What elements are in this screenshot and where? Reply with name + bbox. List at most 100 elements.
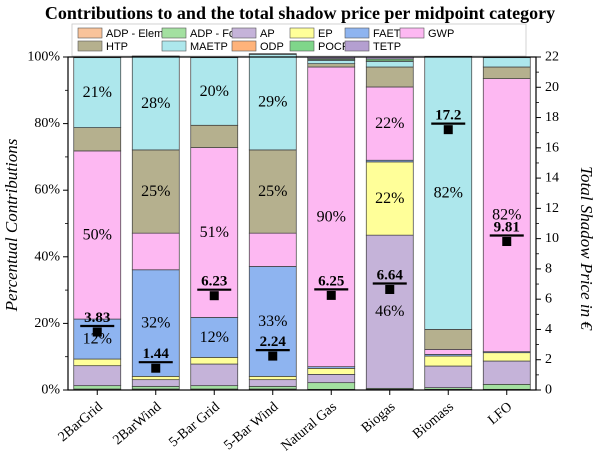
bar-segment-lfo-htp (482, 66, 531, 79)
y2-tick-label: 12 (545, 201, 559, 216)
segment-label-5-bar-wind-maetp: 29% (258, 94, 287, 111)
bar-segment-2barwind-ap (131, 379, 180, 387)
bar-segment-biomass-gwp (424, 349, 473, 355)
y2-axis-title: Total Shadow Price in € (577, 166, 596, 331)
segment-label-biogas-ep: 22% (375, 190, 404, 207)
segment-label-lfo-gwp: 82% (492, 207, 521, 224)
y2-tick-label: 0 (545, 383, 552, 398)
price-marker-natural-gas (326, 290, 336, 300)
y2-tick-label: 20 (545, 80, 559, 95)
price-label-2bargrid: 3.83 (84, 310, 110, 326)
x-tick-label-natural-gas: Natural Gas (279, 400, 340, 455)
bar-segment-natural-gas-ep (307, 368, 356, 375)
price-label-biomass: 17.2 (435, 108, 461, 124)
y2-tick-label: 4 (545, 322, 552, 337)
y2-tick-label: 2 (545, 352, 552, 367)
legend-swatch-adp-elements (77, 27, 103, 39)
y2-tick-label: 14 (545, 171, 559, 186)
y2-tick-label: 8 (545, 261, 552, 276)
y2-tick-label: 22 (545, 50, 559, 65)
shadow-prices: 3.83 1.44 6.23 2.24 6.25 6.64 17.2 9.81 (80, 108, 524, 373)
legend-label-odp: ODP (260, 41, 284, 53)
price-label-biogas: 6.64 (377, 267, 404, 283)
bar-segment-5-bar-grid-ap (190, 363, 239, 387)
bar-segment-5-bar-wind-gwp (248, 232, 297, 267)
segment-labels: 12% 50% 21% 32% 25% 28% 12% 51% 20% 33% 25% 29% 90% 4… (83, 83, 522, 348)
y2-tick-label: 16 (545, 140, 559, 155)
y-tick-label: 100% (27, 50, 60, 65)
bar-segment-natural-gas-gwp (307, 66, 356, 368)
bar-segment-biogas-htp (365, 66, 414, 88)
x-tick-label-2bargrid: 2BarGrid (56, 400, 106, 445)
legend-label-gwp: GWP (428, 28, 454, 40)
legend-label-ep: EP (318, 28, 333, 40)
legend-swatch-odp (231, 40, 257, 52)
bar-segment-2barwind-htp (131, 149, 180, 234)
legend-swatch-ep (289, 27, 315, 39)
x-tick-label-biogas: Biogas (359, 400, 398, 436)
price-marker-5-bar-wind (268, 351, 278, 361)
bar-segment-biogas-ep (365, 161, 414, 236)
segment-label-5-bar-grid-faetp: 12% (200, 329, 229, 346)
y-axis-title: Percentual Contributions (2, 138, 21, 312)
legend-label-ap: AP (260, 28, 275, 40)
bar-segment-2bargrid-adp-fossil (73, 385, 122, 390)
legend-label-maetp: MAETP (190, 41, 228, 53)
bar-segment-biomass-htp (424, 329, 473, 350)
bar-segment-5-bar-wind-htp (248, 149, 297, 234)
segment-label-2barwind-htp: 25% (141, 183, 170, 200)
legend-swatch-adp-fossil (161, 27, 187, 39)
segment-label-2bargrid-faetp: 12% (83, 331, 112, 348)
legend-label-pocp: POCP (318, 41, 349, 53)
bar-segment-5-bar-wind-adp-fossil (248, 385, 297, 390)
legend-swatch-gwp (399, 27, 425, 39)
legend-label-htp: HTP (106, 41, 128, 53)
bar-segment-5-bar-grid-ep (190, 357, 239, 365)
y2-tick-label: 10 (545, 231, 559, 246)
bar-segment-biogas-maetp (365, 60, 414, 68)
bar-segment-biomass-ep (424, 355, 473, 367)
y-tick-label: 80% (34, 116, 60, 131)
segment-label-2bargrid-gwp: 50% (83, 226, 112, 243)
x-tick-label-biomass: Biomass (410, 400, 457, 442)
bar-segment-2barwind-ep (131, 375, 180, 381)
bar-segment-5-bar-wind-ap (248, 379, 297, 387)
bars (73, 53, 531, 391)
price-marker-5-bar-grid (209, 291, 219, 301)
price-marker-2barwind (151, 363, 161, 373)
bar-segment-biogas-ap (365, 234, 414, 389)
segment-label-biomass-maetp: 82% (434, 184, 463, 201)
legend-swatch-htp (77, 40, 103, 52)
y-tick-label: 60% (34, 183, 60, 198)
bar-segment-natural-gas-ap (307, 373, 356, 384)
price-marker-biomass (443, 125, 453, 135)
bar-segment-biomass-ap (424, 365, 473, 389)
segment-label-2bargrid-maetp: 21% (83, 84, 112, 101)
legend-swatch-maetp (161, 40, 187, 52)
price-marker-lfo (502, 237, 512, 247)
bar-segment-lfo-ep (482, 352, 531, 362)
bar-segment-2bargrid-gwp (73, 150, 122, 320)
y-tick-label: 20% (34, 316, 60, 331)
bar-segment-2barwind-adp-fossil (131, 385, 180, 390)
legend-swatch-ap (231, 27, 257, 39)
y2-tick-label: 18 (545, 110, 559, 125)
chart-title: Contributions to and the total shadow pr… (45, 3, 555, 23)
x-tick-label-5-bar-grid: 5-Bar Grid (166, 400, 222, 451)
bar-segment-lfo-adp-fossil (482, 383, 531, 390)
segment-label-5-bar-grid-maetp: 20% (200, 83, 229, 100)
segment-label-2barwind-maetp: 28% (141, 95, 170, 112)
legend-swatch-tetp (344, 40, 370, 52)
segment-label-biogas-gwp: 22% (375, 115, 404, 132)
x-tick-label-2barwind: 2BarWind (110, 400, 164, 449)
price-label-lfo: 9.81 (494, 220, 520, 236)
price-label-5-bar-grid: 6.23 (201, 274, 227, 290)
y-tick-label: 40% (34, 249, 60, 264)
bar-segment-5-bar-wind-ep (248, 375, 297, 381)
legend: ADP - Elements ADP - Fossil AP EP FAETP GWPHT… (71, 23, 527, 57)
price-label-natural-gas: 6.25 (318, 273, 344, 289)
segment-label-5-bar-wind-htp: 25% (258, 183, 287, 200)
legend-label-tetp: TETP (373, 41, 401, 53)
bar-segment-5-bar-wind-maetp (248, 53, 297, 151)
